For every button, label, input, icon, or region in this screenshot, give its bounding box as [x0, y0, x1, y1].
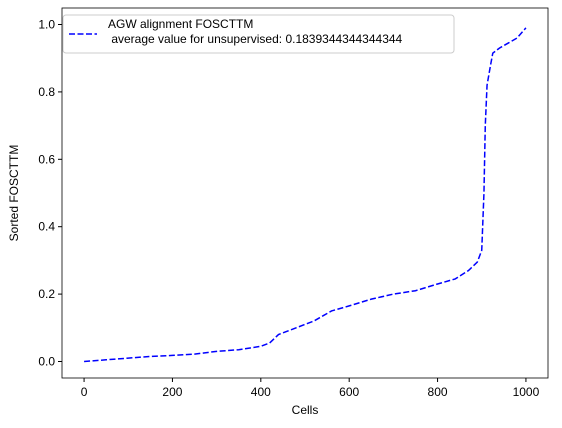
legend-label: AGW alignment FOSCTTM average value for …: [108, 17, 403, 46]
x-tick-label: 1000: [513, 385, 540, 399]
y-tick-label: 0.6: [38, 152, 55, 166]
x-axis-label: Cells: [292, 403, 319, 417]
legend-box: [62, 14, 455, 54]
y-tick-label: 0.8: [38, 85, 55, 99]
x-tick-label: 200: [162, 385, 182, 399]
y-tick-label: 0.4: [38, 220, 55, 234]
plot-frame: [61, 7, 549, 379]
y-tick-label: 0.2: [38, 287, 55, 301]
x-tick-label: 600: [339, 385, 359, 399]
y-axis-label: Sorted FOSCTTM: [7, 145, 21, 242]
y-tick-label: 0.0: [38, 354, 55, 368]
x-tick-label: 400: [251, 385, 271, 399]
y-tick-label: 1.0: [38, 18, 55, 32]
x-tick-label: 0: [81, 385, 88, 399]
x-tick-label: 800: [428, 385, 448, 399]
data-line: [84, 27, 527, 363]
